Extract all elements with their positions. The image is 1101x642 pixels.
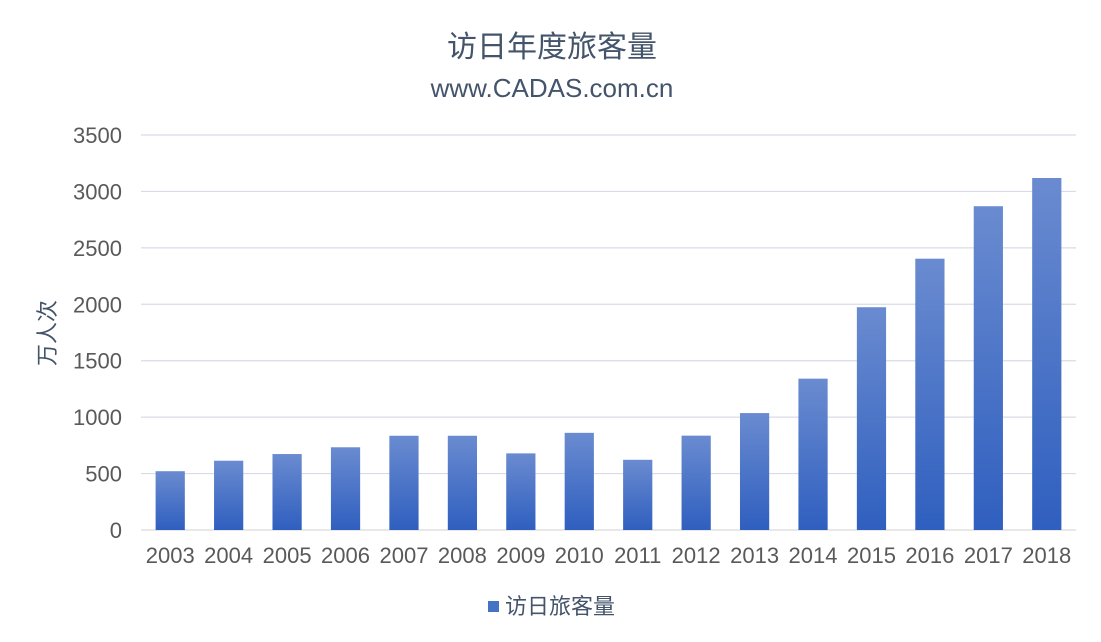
x-axis-ticks: 2003 2004 2005 2006 2007 2008 2009 2010 2011 2012… (146, 543, 1072, 568)
bar-2018 (1032, 177, 1062, 530)
bar-2011 (623, 459, 653, 530)
y-axis-ticks: 0 500 1000 1500 2000 2500 3000 3500 (73, 123, 122, 543)
x-tick-label: 2016 (905, 543, 954, 568)
legend-label: 访日旅客量 (505, 595, 615, 620)
legend: 访日旅客量 (488, 595, 615, 620)
chart-title: 访日年度旅客量 (447, 30, 657, 65)
bar-2003 (155, 471, 185, 530)
x-tick-label: 2010 (555, 543, 604, 568)
bars (155, 177, 1062, 530)
y-tick-label: 1000 (73, 405, 122, 430)
x-tick-label: 2009 (496, 543, 545, 568)
bar-2014 (798, 378, 828, 530)
y-tick-label: 3000 (73, 179, 122, 204)
x-tick-label: 2017 (964, 543, 1013, 568)
x-tick-label: 2008 (438, 543, 487, 568)
x-tick-label: 2004 (204, 543, 253, 568)
x-tick-label: 2011 (614, 543, 661, 568)
x-tick-label: 2005 (263, 543, 312, 568)
bar-2015 (856, 307, 887, 530)
x-tick-label: 2012 (672, 543, 721, 568)
y-tick-label: 1500 (73, 349, 122, 374)
x-tick-label: 2018 (1022, 543, 1071, 568)
y-tick-label: 2500 (73, 236, 122, 261)
bar-2016 (915, 258, 945, 530)
x-tick-label: 2013 (730, 543, 779, 568)
x-tick-label: 2007 (379, 543, 428, 568)
bar-2006 (330, 447, 361, 530)
y-tick-label: 2000 (73, 292, 122, 317)
bar-2007 (389, 435, 419, 530)
y-axis-label: 万人次 (36, 300, 61, 366)
y-tick-label: 3500 (73, 123, 122, 148)
y-tick-label: 0 (110, 518, 122, 543)
x-tick-label: 2014 (789, 543, 838, 568)
chart-subtitle: www.CADAS.com.cn (430, 73, 674, 103)
bar-2012 (681, 435, 711, 530)
x-tick-label: 2006 (321, 543, 370, 568)
bar-2010 (564, 432, 594, 530)
bar-2008 (447, 435, 478, 530)
bar-2013 (739, 413, 770, 530)
bar-2004 (214, 460, 244, 530)
x-tick-label: 2015 (847, 543, 896, 568)
x-tick-label: 2003 (146, 543, 195, 568)
bar-2009 (506, 453, 536, 530)
bar-2017 (973, 206, 1003, 530)
legend-swatch (488, 601, 499, 612)
y-tick-label: 500 (85, 462, 122, 487)
bar-2005 (272, 454, 302, 530)
